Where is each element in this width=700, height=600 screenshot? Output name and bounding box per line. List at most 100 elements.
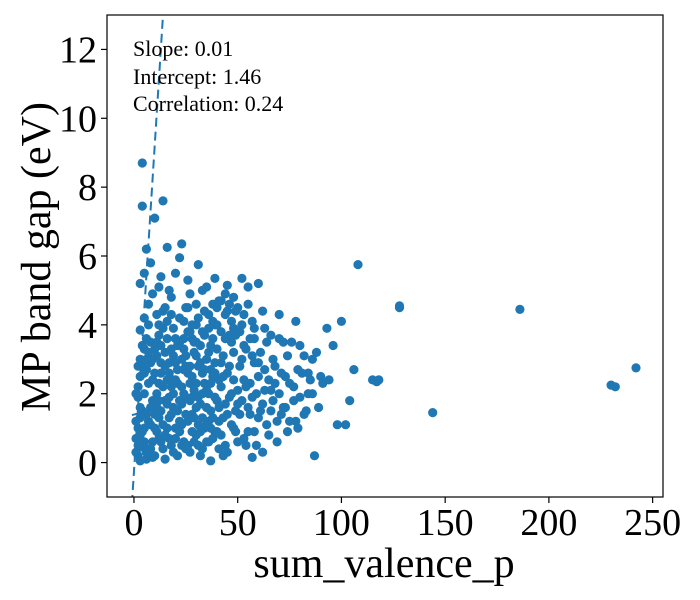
data-point-289 [253, 358, 263, 368]
data-point-229 [289, 396, 299, 406]
data-point-204 [233, 437, 243, 447]
data-point-211 [247, 392, 257, 402]
data-point-20 [185, 289, 195, 299]
x-tick-label-250: 250 [624, 502, 681, 544]
data-point-282 [229, 375, 239, 385]
x-tick-label-100: 100 [313, 502, 370, 544]
correlation-annotation: Correlation: 0.24 [133, 91, 283, 116]
fit-line-steep [131, 15, 165, 497]
data-point-369 [158, 444, 168, 454]
data-point-372 [164, 368, 174, 378]
data-point-233 [303, 389, 313, 399]
data-point-74 [260, 365, 270, 375]
data-point-338 [212, 303, 222, 313]
data-point-310 [214, 444, 224, 454]
data-point-139 [255, 406, 266, 416]
data-point-70 [610, 382, 620, 392]
data-point-201 [226, 389, 237, 399]
data-point-266 [195, 358, 205, 368]
data-point-150 [293, 423, 303, 433]
data-point-225 [276, 368, 286, 378]
data-point-316 [239, 309, 249, 320]
data-point-217 [260, 385, 270, 395]
data-point-143 [268, 396, 278, 406]
data-point-361 [141, 447, 151, 457]
data-point-256 [175, 427, 185, 437]
y-tick-label-12: 12 [59, 29, 97, 71]
data-point-10 [222, 280, 232, 290]
data-point-287 [245, 409, 255, 419]
data-point-0 [137, 158, 147, 168]
data-point-29 [135, 278, 145, 289]
x-tick-label-50: 50 [219, 502, 257, 544]
data-point-213 [251, 440, 261, 450]
data-point-394 [210, 358, 220, 368]
data-point-349 [143, 299, 154, 309]
data-point-16 [141, 244, 151, 254]
data-point-178 [179, 389, 189, 399]
data-point-5 [177, 239, 187, 249]
data-point-12 [253, 278, 263, 289]
data-point-347 [154, 282, 164, 292]
data-point-140 [258, 447, 268, 457]
data-point-4 [162, 242, 172, 252]
data-point-247 [156, 437, 166, 447]
data-point-76 [247, 351, 257, 361]
data-point-38 [322, 323, 332, 333]
data-point-3 [150, 213, 160, 223]
data-point-334 [191, 337, 201, 347]
data-point-262 [187, 371, 197, 382]
data-point-275 [214, 402, 224, 413]
data-point-19 [166, 292, 176, 302]
data-point-62 [241, 440, 251, 450]
data-point-60 [253, 413, 263, 423]
data-point-73 [305, 375, 315, 385]
data-point-47 [328, 340, 338, 351]
data-point-226 [280, 402, 290, 413]
data-point-351 [141, 354, 151, 364]
data-point-330 [175, 313, 185, 323]
data-point-395 [212, 427, 222, 437]
data-point-392 [206, 378, 216, 388]
data-point-135 [243, 402, 253, 413]
data-point-182 [187, 427, 197, 437]
data-point-216 [258, 399, 268, 409]
data-point-155 [314, 402, 324, 413]
data-point-209 [243, 427, 253, 437]
data-point-7 [193, 260, 203, 270]
data-point-227 [282, 351, 293, 361]
data-point-313 [226, 420, 237, 430]
data-point-184 [191, 402, 201, 413]
data-point-254 [170, 358, 181, 368]
data-point-253 [168, 447, 178, 457]
data-point-2 [158, 196, 168, 206]
data-point-314 [231, 306, 241, 316]
data-point-312 [222, 306, 232, 316]
data-point-273 [210, 368, 220, 378]
data-point-157 [324, 375, 334, 385]
data-point-370 [160, 347, 170, 357]
data-point-343 [202, 282, 212, 292]
data-point-35 [291, 316, 301, 326]
data-point-345 [183, 275, 193, 285]
y-tick-label-8: 8 [78, 167, 97, 209]
y-tick-label-0: 0 [78, 443, 97, 485]
data-point-13 [353, 260, 363, 270]
data-point-94 [148, 396, 158, 406]
data-point-215 [255, 347, 266, 357]
x-tick-label-0: 0 [124, 502, 143, 544]
data-point-389 [199, 365, 210, 375]
data-point-168 [158, 420, 168, 430]
data-point-364 [148, 375, 158, 385]
data-point-67 [195, 451, 205, 461]
data-point-39 [336, 316, 346, 326]
data-point-348 [148, 289, 158, 299]
data-point-329 [170, 334, 181, 344]
y-tick-label-4: 4 [78, 305, 97, 347]
data-point-284 [233, 399, 243, 409]
data-point-41 [394, 301, 405, 311]
data-point-220 [266, 406, 276, 416]
data-point-368 [156, 358, 166, 368]
data-point-380 [181, 409, 191, 419]
data-point-328 [166, 309, 176, 320]
